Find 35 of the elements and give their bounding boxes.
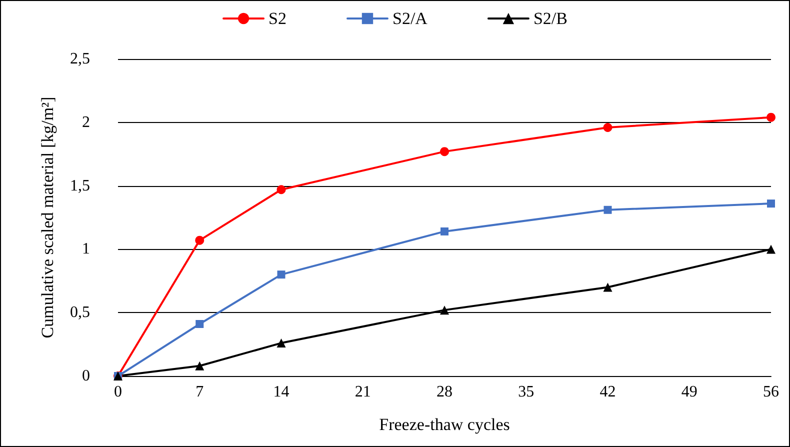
y-axis-title: Cumulative scaled material [kg/m²] [38,96,57,338]
legend-label: S2 [268,9,287,28]
legend-label: S2/A [392,9,428,28]
x-tick-label: 56 [763,384,779,400]
point [766,244,776,254]
x-tick-label: 7 [196,384,204,400]
legend-label: S2/B [533,9,568,28]
point [277,270,286,279]
point [603,122,612,132]
point [195,236,204,245]
point [276,185,286,194]
x-tick-label: 35 [518,384,534,400]
point [276,338,286,348]
x-tick-label: 42 [600,384,616,400]
point [604,206,612,214]
point [440,147,449,156]
x-tick-label: 0 [114,384,122,400]
y-tick-label: 2,5 [70,50,90,68]
x-tick-label: 21 [354,384,371,400]
y-tick-label: 0,5 [70,304,90,322]
x-tick-label: 14 [273,384,290,400]
x-tick-label: 49 [681,384,698,400]
point [195,361,204,370]
x-axis-title: Freeze-thaw cycles [379,415,510,434]
point [767,200,775,208]
point [440,227,448,236]
point [766,112,776,122]
y-tick-label: 2 [82,114,90,131]
point [196,320,204,328]
x-tick-label: 28 [436,384,452,400]
y-tick-label: 1 [82,240,90,258]
y-tick-label: 1,5 [70,177,90,194]
point [603,282,612,292]
point [440,306,449,315]
y-tick-label: 0 [82,368,90,384]
